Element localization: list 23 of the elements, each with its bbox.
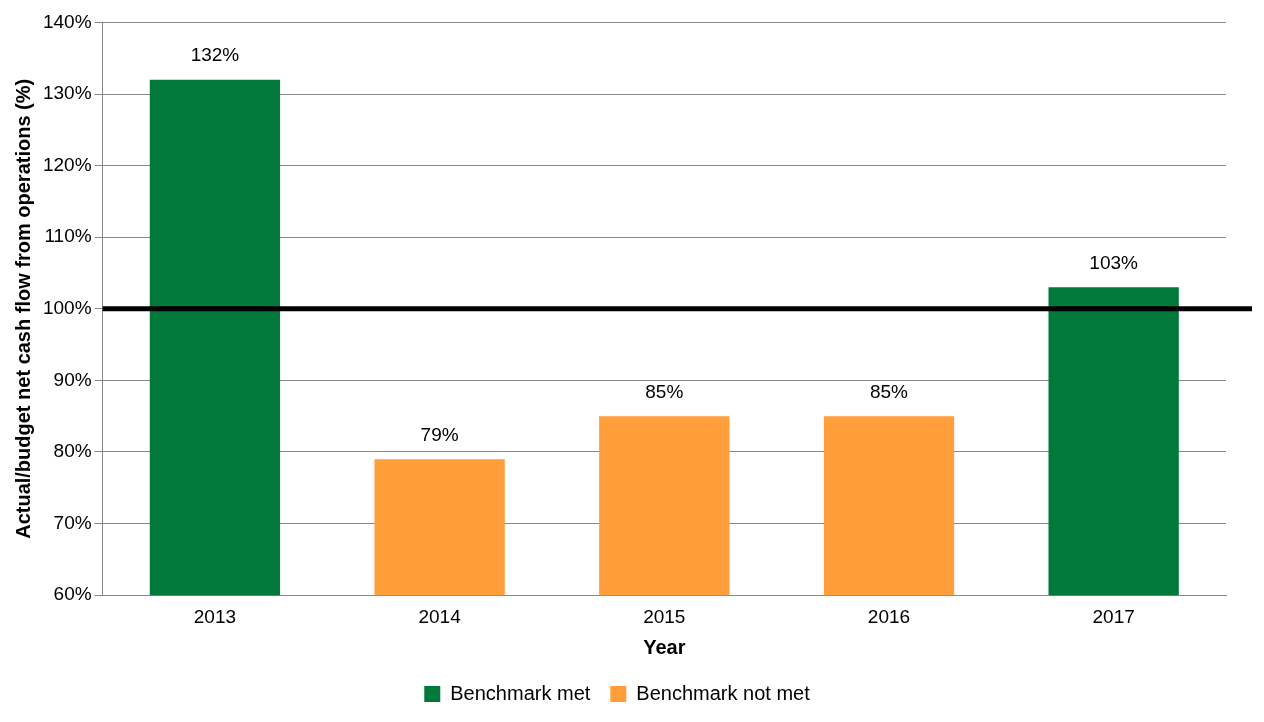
y-tick-label: 130% [42,82,92,104]
data-label: 103% [1089,252,1139,274]
y-tick-label: 70% [53,511,92,533]
legend-label: Benchmark not met [636,681,811,704]
y-tick-label: 80% [53,440,92,462]
y-tick-label: 100% [42,297,92,319]
data-label: 85% [645,380,684,402]
y-tick-label: 120% [42,153,92,175]
data-label: 85% [869,380,909,402]
x-tick-label: 2014 [418,605,462,627]
legend-label: Benchmark met [450,681,591,704]
x-tick-label: 2013 [193,605,237,627]
y-axis-title: Actual/budget net cash flow from operations (%) [11,78,34,539]
x-axis-title: Year [643,635,686,658]
y-tick-label: 110% [44,225,92,247]
y-tick-label: 60% [53,583,92,605]
x-tick-label: 2017 [1092,605,1135,627]
y-tick-label: 90% [53,368,92,390]
data-label: 132% [190,44,240,66]
x-tick-label: 2015 [643,605,686,627]
y-tick-label: 140% [42,10,92,32]
data-label: 79% [420,423,459,445]
x-tick-label: 2016 [867,605,911,627]
